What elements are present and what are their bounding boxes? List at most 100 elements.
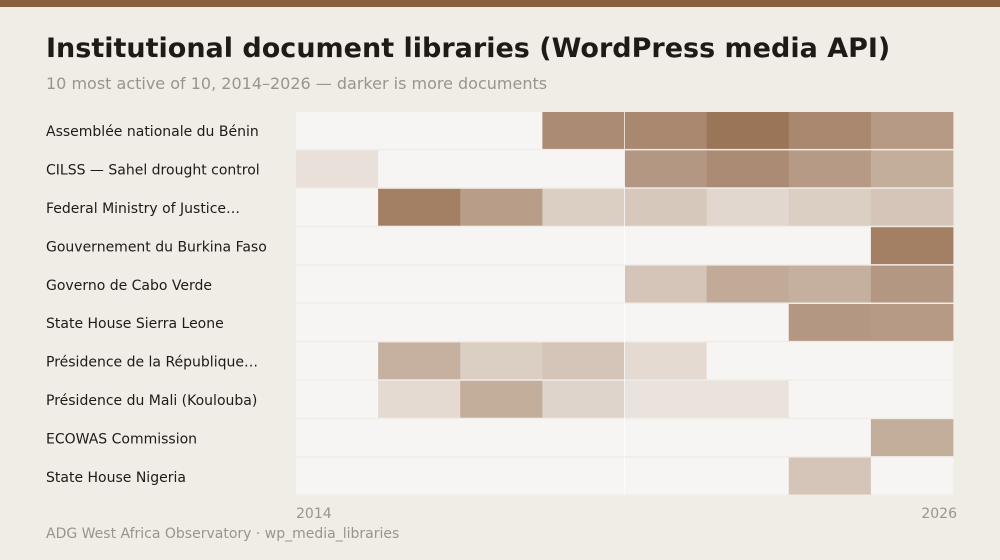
heatmap-cell bbox=[788, 265, 872, 303]
heatmap-cell bbox=[542, 380, 625, 418]
heatmap-cell bbox=[378, 265, 461, 303]
heatmap-cell bbox=[870, 457, 954, 495]
heatmap-cell bbox=[296, 227, 379, 265]
heatmap-cell bbox=[460, 265, 543, 303]
heatmap-cell bbox=[624, 150, 708, 188]
heatmap-cell bbox=[378, 112, 461, 149]
heatmap-row: Gouvernement du Burkina Faso bbox=[46, 227, 954, 265]
heatmap-cell bbox=[460, 419, 543, 457]
heatmap-cell bbox=[624, 342, 708, 380]
heatmap-cell bbox=[460, 150, 543, 188]
heatmap-cell bbox=[542, 342, 625, 380]
row-label: CILSS — Sahel drought control bbox=[46, 163, 260, 179]
heatmap-cell bbox=[378, 419, 461, 457]
heatmap-cell bbox=[870, 150, 954, 188]
row-label: Federal Ministry of Justice… bbox=[46, 201, 240, 217]
heatmap-cell bbox=[870, 380, 954, 418]
row-label: State House Sierra Leone bbox=[46, 316, 224, 332]
heatmap-cell bbox=[870, 342, 954, 380]
heatmap-cell bbox=[706, 419, 790, 457]
heatmap-cell bbox=[870, 227, 954, 265]
row-label: ECOWAS Commission bbox=[46, 431, 197, 447]
heatmap-cell bbox=[378, 188, 461, 226]
heatmap-row: Governo de Cabo Verde bbox=[46, 265, 954, 303]
row-label: Gouvernement du Burkina Faso bbox=[46, 239, 267, 255]
heatmap-cell bbox=[296, 150, 379, 188]
heatmap-cell bbox=[378, 380, 461, 418]
heatmap-cell bbox=[378, 304, 461, 341]
heatmap-cell bbox=[296, 419, 379, 457]
heatmap-cell bbox=[788, 419, 872, 457]
heatmap-row: Présidence de la République… bbox=[46, 342, 954, 380]
heatmap-cell bbox=[460, 227, 543, 265]
heatmap-row: Assemblée nationale du Bénin bbox=[46, 112, 954, 149]
heatmap-cell bbox=[542, 188, 625, 226]
row-label: Présidence du Mali (Koulouba) bbox=[46, 393, 257, 409]
row-label: Présidence de la République… bbox=[46, 355, 258, 371]
heatmap-row: Présidence du Mali (Koulouba) bbox=[46, 380, 954, 418]
heatmap-cell bbox=[706, 150, 790, 188]
row-label: State House Nigeria bbox=[46, 470, 186, 486]
heatmap-cell bbox=[706, 227, 790, 265]
heatmap-cell bbox=[460, 342, 543, 380]
heatmap-cell bbox=[870, 304, 954, 341]
heatmap-cell bbox=[706, 380, 790, 418]
heatmap-cell bbox=[296, 265, 379, 303]
heatmap-cell bbox=[624, 188, 708, 226]
heatmap-cell bbox=[296, 457, 379, 495]
heatmap-cell bbox=[542, 150, 625, 188]
heatmap-cell bbox=[788, 342, 872, 380]
heatmap-cell bbox=[296, 304, 379, 341]
row-label: Governo de Cabo Verde bbox=[46, 278, 212, 294]
heatmap-cell bbox=[870, 112, 954, 149]
x-tick-end: 2026 bbox=[921, 506, 957, 522]
chart-title: Institutional document libraries (WordPr… bbox=[46, 33, 891, 64]
heatmap-cell bbox=[296, 342, 379, 380]
heatmap-cell bbox=[624, 380, 708, 418]
heatmap-cell bbox=[706, 112, 790, 149]
heatmap-row: CILSS — Sahel drought control bbox=[46, 150, 954, 188]
heatmap-cell bbox=[788, 227, 872, 265]
heatmap-cell bbox=[624, 419, 708, 457]
heatmap-cell bbox=[870, 188, 954, 226]
heatmap-cell bbox=[624, 457, 708, 495]
heatmap-cell bbox=[296, 112, 379, 149]
heatmap-cell bbox=[870, 419, 954, 457]
heatmap-cell bbox=[296, 188, 379, 226]
heatmap-cell bbox=[788, 457, 872, 495]
heatmap-cell bbox=[788, 112, 872, 149]
heatmap-cell bbox=[378, 227, 461, 265]
heatmap-cell bbox=[296, 380, 379, 418]
row-label: Assemblée nationale du Bénin bbox=[46, 124, 259, 140]
heatmap-row: State House Sierra Leone bbox=[46, 304, 954, 341]
heatmap-cell bbox=[706, 265, 790, 303]
heatmap-cell bbox=[788, 150, 872, 188]
heatmap-cell bbox=[624, 265, 708, 303]
heatmap-cell bbox=[624, 112, 708, 149]
heatmap-cell bbox=[706, 304, 790, 341]
heatmap-cell bbox=[378, 342, 461, 380]
heatmap-cell bbox=[460, 380, 543, 418]
top-accent-bar bbox=[0, 0, 1000, 7]
heatmap-cell bbox=[460, 457, 543, 495]
heatmap-cell bbox=[460, 188, 543, 226]
chart-subtitle: 10 most active of 10, 2014–2026 — darker… bbox=[46, 74, 548, 93]
source-footer: ADG West Africa Observatory · wp_media_l… bbox=[46, 526, 400, 542]
heatmap-cell bbox=[542, 304, 625, 341]
heatmap-cell bbox=[870, 265, 954, 303]
heatmap-cell bbox=[788, 188, 872, 226]
heatmap-cell bbox=[706, 342, 790, 380]
heatmap-cell bbox=[706, 457, 790, 495]
heatmap-cell bbox=[542, 227, 625, 265]
heatmap-cell bbox=[624, 227, 708, 265]
heatmap-cell bbox=[378, 150, 461, 188]
heatmap-cell bbox=[542, 265, 625, 303]
heatmap-cell bbox=[706, 188, 790, 226]
heatmap-cell bbox=[460, 304, 543, 341]
heatmap-cell bbox=[624, 304, 708, 341]
heatmap-cell bbox=[378, 457, 461, 495]
heatmap-row: ECOWAS Commission bbox=[46, 419, 954, 457]
heatmap-cell bbox=[788, 380, 872, 418]
heatmap-cell bbox=[460, 112, 543, 149]
